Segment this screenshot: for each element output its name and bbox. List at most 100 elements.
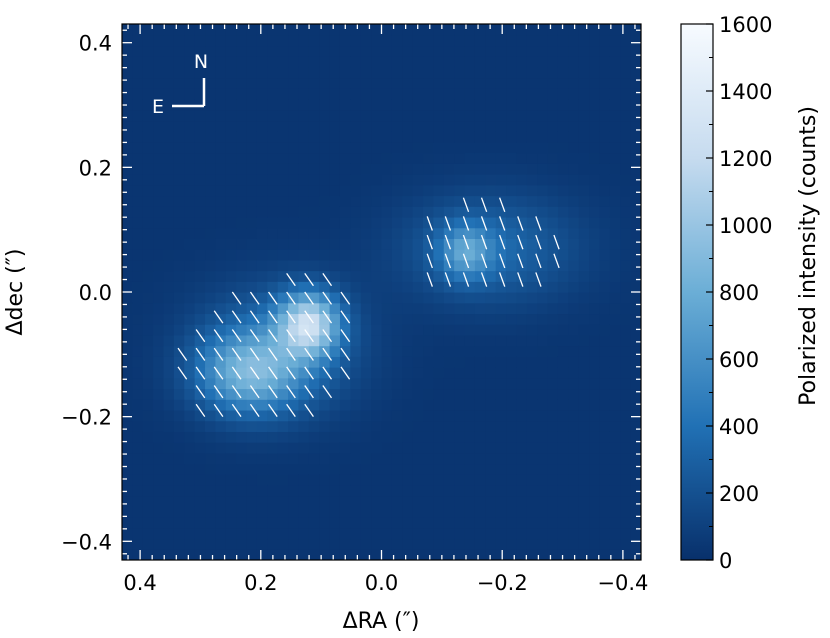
- polarization-vector: [444, 253, 452, 269]
- heatmap-cell: [246, 238, 258, 250]
- heatmap-cell: [277, 431, 289, 443]
- heatmap-cell: [620, 238, 632, 250]
- heatmap-cell: [630, 292, 641, 304]
- heatmap-cell: [620, 442, 632, 454]
- heatmap-cell: [485, 77, 497, 89]
- heatmap-cell: [267, 495, 279, 507]
- heatmap-cell: [350, 506, 362, 518]
- heatmap-cell: [485, 227, 497, 239]
- heatmap-cell: [277, 463, 289, 475]
- heatmap-cell: [423, 281, 434, 293]
- heatmap-cell: [495, 174, 507, 186]
- heatmap-cell: [205, 216, 217, 229]
- heatmap-cell: [620, 109, 632, 122]
- y-tick-label: −0.2: [61, 406, 112, 430]
- heatmap-cell: [402, 442, 414, 454]
- heatmap-cell: [402, 292, 414, 304]
- heatmap-cell: [122, 527, 133, 540]
- polarization-vector: [444, 234, 452, 250]
- heatmap-cell: [184, 367, 196, 379]
- heatmap-cell: [412, 431, 424, 443]
- heatmap-cell: [516, 99, 528, 111]
- heatmap-cell: [132, 77, 144, 89]
- heatmap-cell: [423, 120, 434, 132]
- heatmap-cell: [225, 527, 237, 540]
- heatmap-cell: [288, 538, 300, 550]
- heatmap-cell: [173, 45, 185, 57]
- heatmap-cell: [485, 66, 497, 79]
- heatmap-cell: [225, 152, 237, 164]
- polarization-vector: [426, 253, 433, 269]
- heatmap-cell: [308, 399, 320, 411]
- heatmap-cell: [423, 77, 434, 89]
- heatmap-cell: [205, 99, 217, 111]
- heatmap-cell: [298, 334, 310, 347]
- heatmap-cell: [153, 141, 165, 154]
- heatmap-cell: [267, 109, 279, 122]
- heatmap-cell: [526, 120, 538, 132]
- heatmap-cell: [298, 538, 310, 550]
- heatmap-cell: [516, 388, 528, 400]
- heatmap-cell: [412, 463, 424, 475]
- polarization-vector: [304, 403, 314, 417]
- heatmap-cell: [599, 431, 611, 443]
- heatmap-cell: [298, 324, 310, 336]
- heatmap-cell: [516, 431, 528, 443]
- heatmap-cell: [163, 270, 175, 282]
- heatmap-cell: [360, 216, 372, 229]
- heatmap-cell: [464, 238, 476, 250]
- heatmap-cell: [464, 527, 476, 540]
- heatmap-cell: [620, 270, 632, 282]
- heatmap-cell: [557, 367, 569, 379]
- heatmap-cell: [308, 517, 320, 529]
- heatmap-cell: [454, 238, 466, 250]
- heatmap-cell: [630, 506, 641, 518]
- polarization-vector: [462, 234, 470, 250]
- heatmap-cell: [485, 549, 497, 560]
- heatmap-cell: [173, 409, 185, 422]
- polarization-vector: [480, 272, 488, 287]
- heatmap-cell: [589, 206, 601, 218]
- heatmap-cell: [381, 184, 393, 197]
- heatmap-cell: [329, 34, 341, 47]
- heatmap-cell: [360, 238, 372, 250]
- heatmap-cell: [495, 506, 507, 518]
- heatmap-cell: [360, 120, 372, 132]
- heatmap-cell: [526, 99, 538, 111]
- heatmap-cell: [153, 34, 165, 47]
- heatmap-cell: [516, 495, 528, 507]
- heatmap-cell: [215, 292, 227, 304]
- heatmap-cell: [319, 292, 331, 304]
- heatmap-cell: [589, 270, 601, 282]
- heatmap-cell: [267, 302, 279, 315]
- heatmap-cell: [246, 99, 258, 111]
- heatmap-cell: [578, 388, 590, 400]
- heatmap-cell: [412, 506, 424, 518]
- polarization-vectors: [177, 197, 560, 417]
- heatmap-cell: [215, 270, 227, 282]
- heatmap-cell: [609, 227, 621, 239]
- heatmap-cell: [589, 281, 601, 293]
- heatmap-cell: [506, 238, 518, 250]
- heatmap-cell: [225, 292, 237, 304]
- heatmap-cell: [288, 388, 300, 400]
- heatmap-cell: [402, 549, 414, 560]
- heatmap-cell: [423, 184, 434, 197]
- polarization-vector: [340, 347, 351, 361]
- heatmap-cell: [402, 302, 414, 315]
- heatmap-cell: [547, 345, 559, 357]
- heatmap-cell: [599, 249, 611, 261]
- heatmap-cell: [454, 367, 466, 379]
- heatmap-cell: [526, 292, 538, 304]
- heatmap-cell: [454, 345, 466, 357]
- heatmap-cell: [474, 184, 486, 197]
- heatmap-cell: [225, 538, 237, 550]
- heatmap-cell: [288, 420, 300, 432]
- heatmap-cell: [402, 238, 414, 250]
- heatmap-cell: [236, 324, 248, 336]
- heatmap-cell: [236, 99, 248, 111]
- heatmap-cell: [391, 484, 403, 497]
- heatmap-cell: [371, 206, 383, 218]
- heatmap-cell: [184, 431, 196, 443]
- heatmap-cell: [142, 238, 154, 250]
